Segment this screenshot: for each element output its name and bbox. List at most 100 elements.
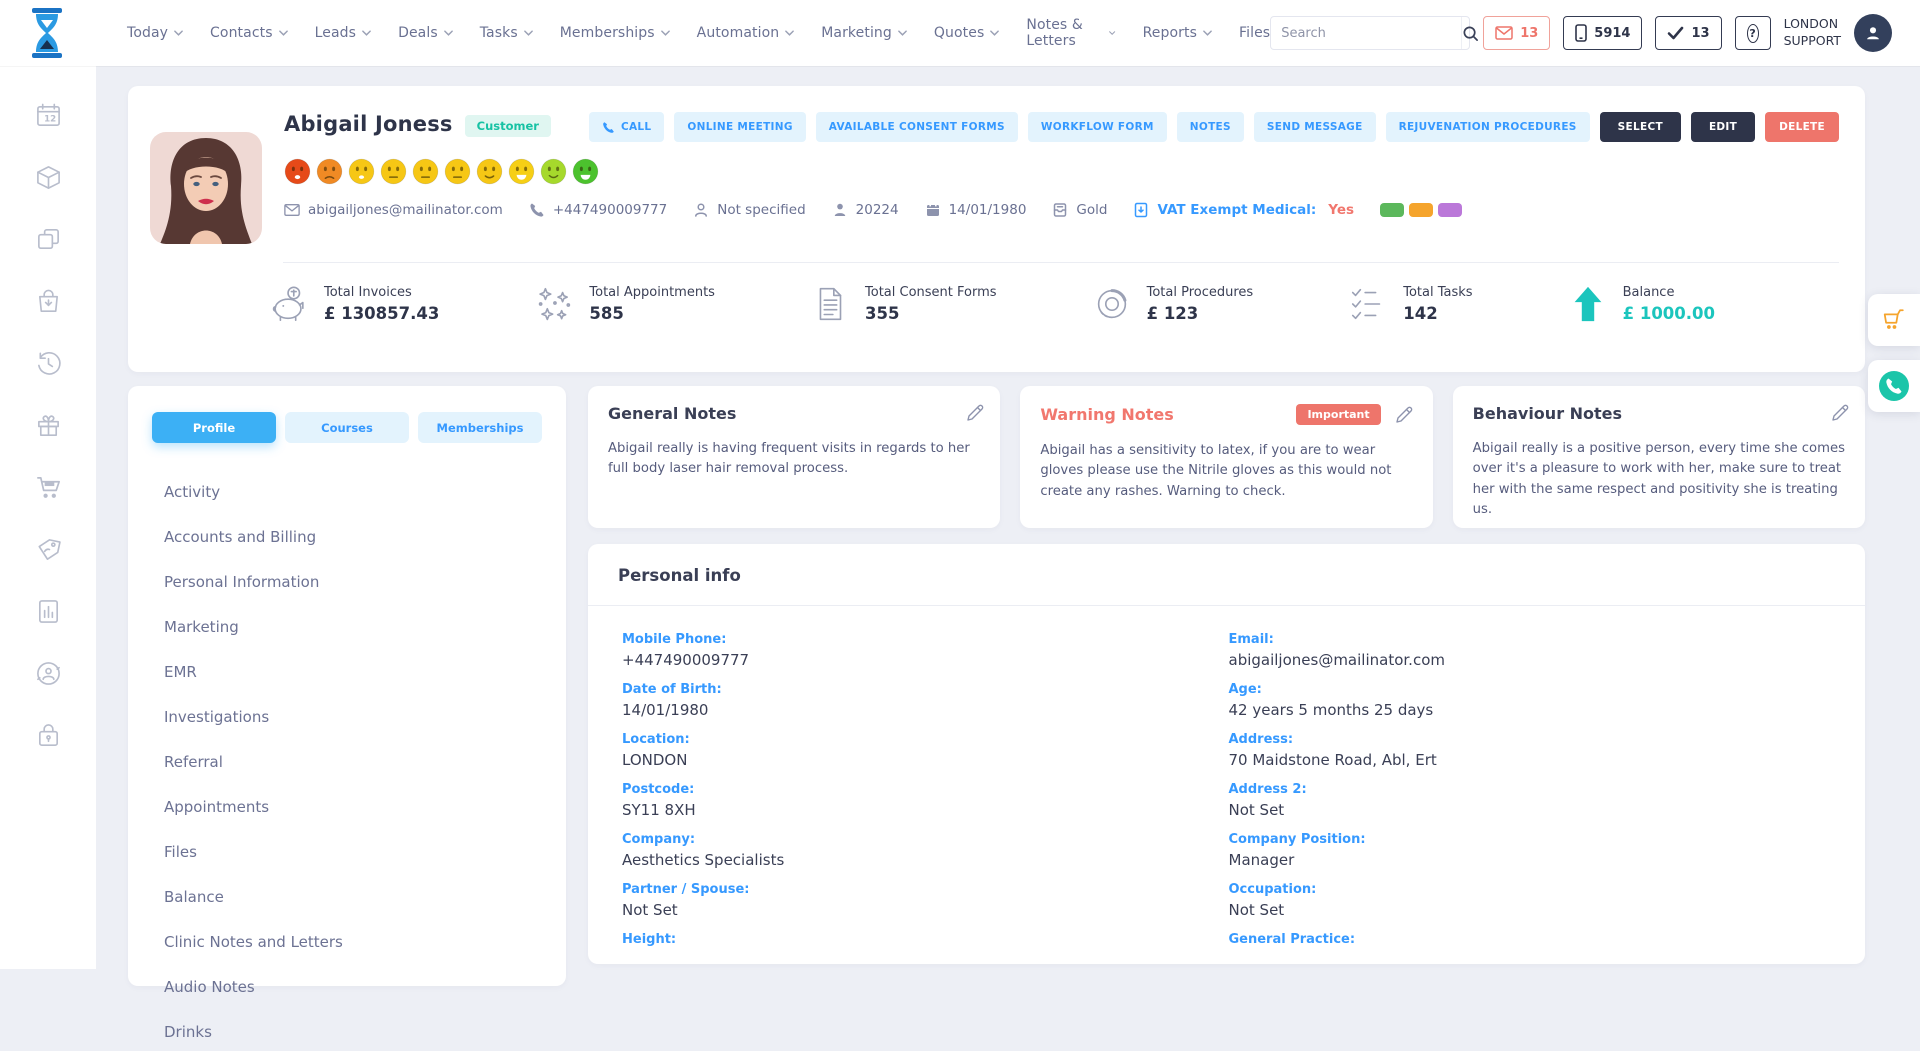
menu-item-clinic-notes-letters[interactable]: Clinic Notes and Letters — [164, 933, 343, 951]
menu-item-files[interactable]: Files — [164, 843, 197, 861]
nav-item-reports[interactable]: Reports — [1143, 25, 1212, 41]
package-icon[interactable] — [35, 164, 62, 191]
edit-pencil-icon[interactable] — [1395, 406, 1413, 424]
floating-phone-button[interactable] — [1868, 360, 1920, 412]
chevron-down-icon — [362, 30, 371, 36]
vat-document-icon — [1135, 202, 1148, 218]
warning-notes-text: Abigail has a sensitivity to latex, if y… — [1040, 443, 1392, 499]
nav-item-contacts[interactable]: Contacts — [210, 25, 288, 41]
donut-chart-icon — [1097, 289, 1127, 319]
customer-header-card: Abigail Joness Customer CALL ONLINE MEET… — [128, 86, 1865, 372]
menu-item-drinks[interactable]: Drinks — [164, 1023, 212, 1041]
menu-item-referral[interactable]: Referral — [164, 753, 223, 771]
menu-item-audio-notes[interactable]: Audio Notes — [164, 978, 255, 996]
personal-info-right-column: Email: abigailjones@mailinator.com Age: 42… — [1229, 632, 1836, 960]
search-input[interactable] — [1271, 25, 1462, 41]
rejuvenation-procedures-button[interactable]: REJUVENATION PROCEDURES — [1385, 112, 1590, 142]
mood-very-angry-icon[interactable] — [284, 158, 311, 185]
nav-item-marketing[interactable]: Marketing — [821, 25, 907, 41]
messages-count: 13 — [1520, 25, 1539, 41]
mood-neutral-icon[interactable] — [412, 158, 439, 185]
copy-icon[interactable] — [35, 226, 62, 253]
nav-item-deals[interactable]: Deals — [398, 25, 453, 41]
mood-happy-icon[interactable] — [508, 158, 535, 185]
menu-item-marketing[interactable]: Marketing — [164, 618, 239, 636]
call-button[interactable]: CALL — [588, 112, 665, 142]
person-sync-icon[interactable] — [35, 660, 62, 687]
notes-button[interactable]: NOTES — [1176, 112, 1244, 142]
general-notes-text: Abigail really is having frequent visits… — [608, 441, 970, 477]
customer-tags — [1380, 203, 1463, 217]
user-avatar[interactable] — [1854, 14, 1892, 52]
mood-angry-icon[interactable] — [316, 158, 343, 185]
select-button[interactable]: SELECT — [1599, 112, 1681, 142]
tab-memberships[interactable]: Memberships — [418, 412, 542, 443]
document-icon — [819, 287, 842, 321]
stat-total-tasks: Total Tasks 142 — [1347, 283, 1473, 325]
lock-icon[interactable] — [35, 722, 62, 749]
help-button[interactable]: ? — [1734, 16, 1771, 50]
tag-orange[interactable] — [1409, 203, 1434, 217]
tasks-badge[interactable]: 13 — [1655, 16, 1722, 50]
menu-item-emr[interactable]: EMR — [164, 663, 197, 681]
menu-item-accounts-billing[interactable]: Accounts and Billing — [164, 528, 317, 546]
consent-forms-button[interactable]: AVAILABLE CONSENT FORMS — [815, 112, 1018, 142]
behaviour-notes-card: Behaviour Notes Abigail really is a posi… — [1452, 386, 1865, 528]
calendar-icon[interactable]: 12 — [35, 102, 62, 129]
field-company: Company: Aesthetics Specialists — [622, 832, 785, 869]
chevron-down-icon — [278, 30, 288, 36]
mood-unhappy-icon[interactable] — [380, 158, 407, 185]
profile-side-panel: Profile Courses Memberships Activity Acc… — [128, 386, 566, 1041]
cart-icon[interactable] — [35, 474, 62, 501]
mood-very-happy-icon[interactable] — [540, 158, 567, 185]
menu-item-activity[interactable]: Activity — [164, 483, 221, 501]
send-message-button[interactable]: SEND MESSAGE — [1253, 112, 1376, 142]
nav-item-files[interactable]: Files — [1238, 25, 1271, 41]
search-icon[interactable] — [1461, 17, 1479, 49]
check-icon — [1668, 26, 1684, 40]
checklist-icon — [1352, 288, 1381, 320]
nav-item-leads[interactable]: Leads — [315, 25, 371, 41]
gift-icon[interactable] — [35, 412, 62, 439]
nav-item-automation[interactable]: Automation — [697, 25, 795, 41]
tag-green[interactable] — [1380, 203, 1405, 217]
icon-rail: 12 — [0, 66, 96, 969]
app-logo[interactable] — [0, 7, 93, 59]
nav-item-tasks[interactable]: Tasks — [480, 25, 533, 41]
field-general-practice: General Practice: — [1228, 932, 1356, 947]
mobile-phone-icon — [1575, 24, 1588, 42]
customer-photo[interactable] — [150, 132, 262, 244]
menu-item-balance[interactable]: Balance — [164, 888, 224, 906]
workflow-form-button[interactable]: WORKFLOW FORM — [1027, 112, 1167, 142]
sparkles-icon — [539, 287, 571, 321]
menu-item-personal-information[interactable]: Personal Information — [164, 573, 320, 591]
tag-purple[interactable] — [1438, 203, 1463, 217]
sms-badge[interactable]: 5914 — [1563, 16, 1643, 50]
menu-item-investigations[interactable]: Investigations — [164, 708, 270, 726]
price-tag-icon[interactable] — [35, 536, 62, 563]
online-meeting-button[interactable]: ONLINE MEETING — [674, 112, 806, 142]
delete-button[interactable]: DELETE — [1765, 112, 1839, 142]
nav-item-notes-letters[interactable]: Notes & Letters — [1026, 17, 1116, 49]
bag-icon[interactable] — [35, 288, 62, 315]
nav-item-today[interactable]: Today — [127, 25, 183, 41]
edit-pencil-icon[interactable] — [1831, 404, 1849, 422]
history-icon[interactable] — [35, 350, 62, 377]
action-buttons: CALL ONLINE MEETING AVAILABLE CONSENT FO… — [588, 112, 1839, 142]
nav-item-quotes[interactable]: Quotes — [934, 25, 1000, 41]
edit-pencil-icon[interactable] — [966, 404, 984, 422]
customer-phone[interactable]: +447490009777 — [529, 202, 667, 218]
messages-badge[interactable]: 13 — [1483, 16, 1551, 50]
tab-profile[interactable]: Profile — [152, 412, 276, 443]
mood-content-icon[interactable] — [476, 158, 503, 185]
report-icon[interactable] — [35, 598, 62, 625]
nav-item-memberships[interactable]: Memberships — [560, 25, 670, 41]
customer-email[interactable]: abigailjones@mailinator.com — [284, 202, 503, 218]
floating-cart-button[interactable] — [1868, 294, 1920, 346]
edit-button[interactable]: EDIT — [1690, 112, 1756, 142]
mood-delighted-icon[interactable] — [572, 158, 599, 185]
tab-courses[interactable]: Courses — [285, 412, 409, 443]
mood-sad-icon[interactable] — [348, 158, 375, 185]
menu-item-appointments[interactable]: Appointments — [164, 798, 270, 816]
mood-okay-icon[interactable] — [444, 158, 471, 185]
